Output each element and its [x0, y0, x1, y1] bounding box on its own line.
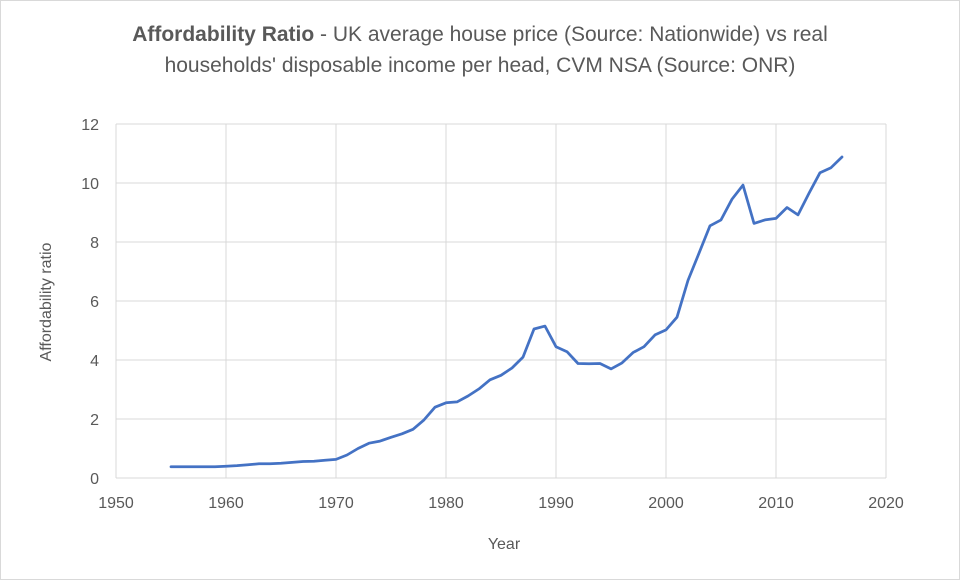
chart-title-line-1: Affordability Ratio - UK average house p… [132, 23, 828, 46]
series-line-0 [169, 155, 844, 469]
x-tick-label: 2020 [868, 495, 904, 512]
x-tick-label: 1970 [318, 495, 354, 512]
chart-title-bold: Affordability Ratio [132, 23, 314, 46]
x-tick-label: 1950 [98, 495, 134, 512]
y-tick-labels: 0 2 4 6 8 10 12 [81, 117, 99, 488]
chart-title-line-2: households' disposable income per head, … [165, 54, 796, 77]
x-tick-label: 1960 [208, 495, 244, 512]
y-tick-label: 6 [90, 294, 99, 311]
y-axis-label: Affordability ratio [38, 242, 55, 361]
x-tick-label: 2010 [758, 495, 794, 512]
gridlines [115, 123, 887, 479]
y-tick-label: 10 [81, 176, 99, 193]
y-tick-label: 8 [90, 235, 99, 252]
x-axis-label: Year [488, 536, 521, 553]
chart-title-rest: - UK average house price (Source: Nation… [314, 23, 828, 46]
y-tick-label: 12 [81, 117, 99, 134]
x-tick-label: 1980 [428, 495, 464, 512]
x-tick-label: 2000 [648, 495, 684, 512]
series-lines [169, 155, 844, 469]
y-tick-label: 2 [90, 412, 99, 429]
y-tick-label: 4 [90, 353, 99, 370]
x-tick-label: 1990 [538, 495, 574, 512]
y-tick-label: 0 [90, 471, 99, 488]
x-tick-labels: 1950 1960 1970 1980 1990 2000 2010 2020 [98, 495, 904, 512]
